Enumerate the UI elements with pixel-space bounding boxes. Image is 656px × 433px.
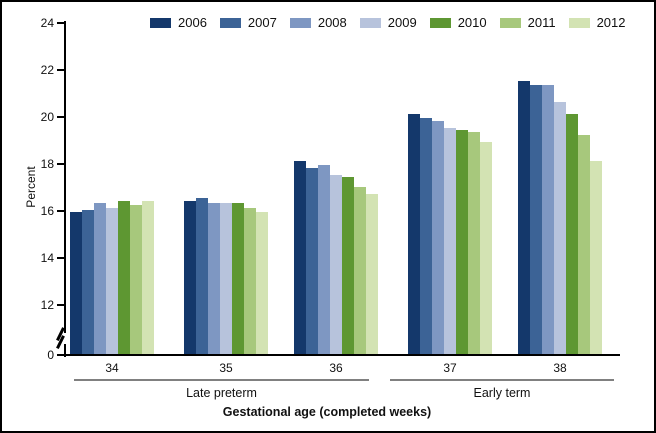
y-tick-0 [57, 354, 64, 356]
bar-38wk-2009 [554, 101, 566, 355]
bar-37wk-2012 [480, 141, 492, 355]
legend-item-2011: 2011 [499, 15, 556, 31]
y-tick-20 [57, 116, 64, 118]
legend-item-2007: 2007 [219, 15, 277, 31]
group-label-1: Early term [473, 386, 531, 400]
bar-38wk-2008 [542, 85, 554, 355]
legend-swatch-2006 [150, 18, 171, 28]
x-axis-line [64, 354, 620, 356]
bar-37wk-2007 [420, 118, 432, 355]
bar-37wk-2010 [456, 130, 468, 355]
y-tick-label-0: 0 [47, 348, 54, 362]
bar-38wk-2010 [566, 113, 578, 355]
y-tick-label-12: 12 [40, 298, 54, 312]
x-category-label-34: 34 [105, 361, 119, 375]
x-axis-title: Gestational age (completed weeks) [222, 405, 432, 419]
bar-34wk-2010 [118, 200, 130, 355]
bar-36wk-2006 [294, 160, 306, 355]
x-category-label-37: 37 [443, 361, 457, 375]
bar-35wk-2007 [196, 198, 208, 355]
bar-37wk-2006 [408, 113, 420, 355]
group-line-0 [74, 379, 369, 381]
legend-item-2006: 2006 [150, 15, 207, 31]
bar-36wk-2010 [342, 177, 354, 355]
bar-34wk-2007 [82, 210, 94, 355]
y-axis-line-lower [64, 344, 66, 357]
bar-35wk-2008 [208, 202, 220, 355]
y-axis-line-upper [64, 21, 66, 333]
x-category-label-36: 36 [329, 361, 343, 375]
bar-37wk-2009 [444, 127, 456, 355]
legend-item-2010: 2010 [429, 15, 487, 31]
bar-38wk-2007 [530, 85, 542, 355]
bar-34wk-2009 [106, 207, 118, 355]
y-tick-24 [57, 22, 64, 24]
bar-38wk-2006 [518, 80, 530, 355]
x-category-label-38: 38 [553, 361, 567, 375]
group-label-0: Late preterm [186, 386, 257, 400]
y-tick-label-22: 22 [40, 63, 54, 77]
legend-swatch-2008 [289, 18, 311, 28]
y-tick-22 [57, 69, 64, 71]
y-tick-label-14: 14 [40, 251, 54, 265]
bar-34wk-2006 [70, 212, 82, 355]
y-tick-label-20: 20 [40, 110, 54, 124]
legend-item-2009: 2009 [359, 15, 417, 31]
legend-label-2010: 2010 [457, 15, 487, 30]
legend-label-2007: 2007 [247, 15, 277, 30]
legend-item-2012: 2012 [568, 15, 626, 31]
y-tick-14 [57, 257, 64, 259]
bar-35wk-2009 [220, 202, 232, 355]
bar-35wk-2011 [244, 207, 256, 355]
bar-37wk-2011 [468, 132, 480, 355]
bar-36wk-2009 [330, 174, 342, 355]
legend-label-2012: 2012 [596, 15, 626, 30]
bar-38wk-2011 [578, 134, 590, 355]
bar-36wk-2012 [366, 193, 378, 355]
x-category-label-35: 35 [219, 361, 233, 375]
y-tick-12 [57, 304, 64, 306]
legend-swatch-2010 [429, 18, 451, 28]
bar-35wk-2006 [184, 200, 196, 355]
bar-34wk-2012 [142, 200, 154, 355]
y-tick-18 [57, 163, 64, 165]
legend-label-2011: 2011 [527, 15, 556, 30]
group-line-1 [390, 379, 614, 381]
legend-item-2008: 2008 [289, 15, 347, 31]
bar-36wk-2011 [354, 186, 366, 355]
bar-35wk-2010 [232, 202, 244, 355]
bar-34wk-2008 [94, 202, 106, 355]
legend-swatch-2007 [219, 18, 241, 28]
bar-34wk-2011 [130, 205, 142, 355]
legend-label-2009: 2009 [387, 15, 417, 30]
bar-35wk-2012 [256, 212, 268, 355]
y-tick-label-16: 16 [40, 204, 54, 218]
bar-36wk-2007 [306, 167, 318, 355]
chart-legend: 2006 2007 2008 2009 2010 2011 2012 [150, 15, 639, 31]
bar-36wk-2008 [318, 165, 330, 355]
legend-swatch-2012 [568, 18, 590, 28]
bar-38wk-2012 [590, 160, 602, 355]
y-tick-16 [57, 210, 64, 212]
y-tick-label-24: 24 [40, 16, 54, 30]
bar-37wk-2008 [432, 120, 444, 355]
legend-swatch-2009 [359, 18, 381, 28]
legend-label-2006: 2006 [178, 15, 207, 30]
y-tick-label-18: 18 [40, 157, 54, 171]
legend-swatch-2011 [499, 18, 521, 28]
legend-label-2008: 2008 [317, 15, 347, 30]
